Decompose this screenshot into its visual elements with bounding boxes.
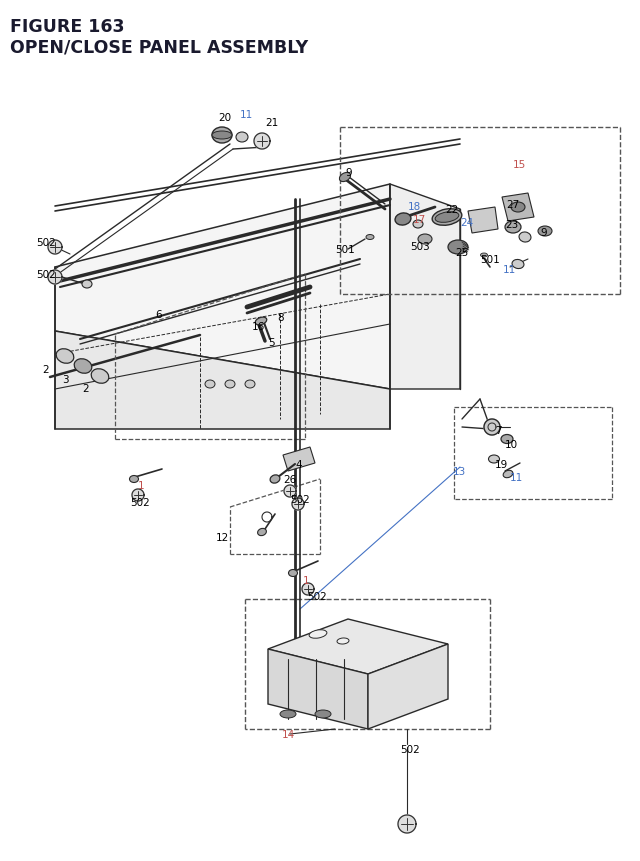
Ellipse shape bbox=[488, 455, 499, 463]
Text: 9: 9 bbox=[540, 228, 547, 238]
Text: 7: 7 bbox=[495, 425, 502, 436]
Ellipse shape bbox=[245, 381, 255, 388]
Polygon shape bbox=[55, 185, 390, 389]
Ellipse shape bbox=[519, 232, 531, 243]
Text: 13: 13 bbox=[453, 467, 467, 476]
Polygon shape bbox=[398, 815, 416, 833]
Ellipse shape bbox=[418, 235, 432, 245]
Ellipse shape bbox=[413, 220, 423, 229]
Ellipse shape bbox=[315, 710, 331, 718]
Text: 501: 501 bbox=[335, 245, 355, 255]
Ellipse shape bbox=[395, 214, 411, 226]
Ellipse shape bbox=[435, 213, 459, 223]
Text: 12: 12 bbox=[216, 532, 229, 542]
Text: 8: 8 bbox=[277, 313, 284, 323]
Ellipse shape bbox=[501, 435, 513, 444]
Text: 502: 502 bbox=[290, 494, 310, 505]
Text: 18: 18 bbox=[408, 201, 421, 212]
Text: 502: 502 bbox=[130, 498, 150, 507]
Text: 502: 502 bbox=[400, 744, 420, 754]
Polygon shape bbox=[368, 644, 448, 729]
Polygon shape bbox=[132, 489, 144, 501]
Ellipse shape bbox=[538, 226, 552, 237]
Text: 502: 502 bbox=[36, 238, 56, 248]
Text: 11: 11 bbox=[510, 473, 524, 482]
Text: 11: 11 bbox=[503, 264, 516, 275]
Ellipse shape bbox=[82, 281, 92, 288]
Ellipse shape bbox=[225, 381, 235, 388]
Polygon shape bbox=[55, 331, 390, 430]
Text: 25: 25 bbox=[455, 248, 468, 257]
Ellipse shape bbox=[212, 132, 232, 139]
Polygon shape bbox=[268, 649, 368, 729]
Text: 14: 14 bbox=[282, 729, 295, 739]
Polygon shape bbox=[302, 583, 314, 595]
Text: 24: 24 bbox=[460, 218, 473, 228]
Text: 1: 1 bbox=[303, 575, 310, 585]
Text: 501: 501 bbox=[480, 255, 500, 264]
Text: 26: 26 bbox=[283, 474, 296, 485]
Ellipse shape bbox=[129, 476, 138, 483]
Text: OPEN/CLOSE PANEL ASSEMBLY: OPEN/CLOSE PANEL ASSEMBLY bbox=[10, 38, 308, 56]
Text: 17: 17 bbox=[413, 214, 426, 225]
Text: 2: 2 bbox=[82, 383, 88, 393]
Polygon shape bbox=[284, 486, 296, 498]
Ellipse shape bbox=[92, 369, 109, 384]
Text: FIGURE 163: FIGURE 163 bbox=[10, 18, 125, 36]
Ellipse shape bbox=[512, 260, 524, 269]
Polygon shape bbox=[390, 185, 460, 389]
Polygon shape bbox=[254, 133, 270, 150]
Text: 502: 502 bbox=[307, 592, 327, 601]
Polygon shape bbox=[283, 448, 315, 472]
Ellipse shape bbox=[258, 529, 266, 536]
Text: 11: 11 bbox=[240, 110, 253, 120]
Text: 6: 6 bbox=[155, 310, 162, 319]
Ellipse shape bbox=[74, 359, 92, 374]
Polygon shape bbox=[468, 208, 498, 233]
Ellipse shape bbox=[236, 133, 248, 143]
Ellipse shape bbox=[255, 318, 267, 325]
Text: 27: 27 bbox=[506, 200, 519, 210]
Ellipse shape bbox=[280, 710, 296, 718]
Text: 10: 10 bbox=[505, 439, 518, 449]
Text: 16: 16 bbox=[252, 322, 265, 331]
Text: 503: 503 bbox=[410, 242, 429, 251]
Polygon shape bbox=[502, 194, 534, 222]
Ellipse shape bbox=[505, 222, 521, 233]
Ellipse shape bbox=[337, 638, 349, 644]
Text: 21: 21 bbox=[265, 118, 278, 127]
Text: 1: 1 bbox=[138, 480, 145, 491]
Text: 4: 4 bbox=[295, 460, 301, 469]
Text: 20: 20 bbox=[218, 113, 231, 123]
Ellipse shape bbox=[212, 127, 232, 144]
Polygon shape bbox=[292, 499, 304, 511]
Text: 3: 3 bbox=[62, 375, 68, 385]
Ellipse shape bbox=[481, 254, 488, 257]
Ellipse shape bbox=[339, 173, 351, 183]
Text: 502: 502 bbox=[36, 269, 56, 280]
Polygon shape bbox=[48, 241, 62, 255]
Ellipse shape bbox=[205, 381, 215, 388]
Ellipse shape bbox=[270, 475, 280, 484]
Ellipse shape bbox=[503, 471, 513, 478]
Ellipse shape bbox=[511, 202, 525, 213]
Ellipse shape bbox=[289, 570, 298, 577]
Text: 5: 5 bbox=[268, 338, 275, 348]
Text: 19: 19 bbox=[495, 460, 508, 469]
Text: 23: 23 bbox=[505, 220, 518, 230]
Text: 2: 2 bbox=[42, 364, 49, 375]
Ellipse shape bbox=[309, 630, 327, 639]
Ellipse shape bbox=[366, 235, 374, 240]
Ellipse shape bbox=[56, 350, 74, 364]
Polygon shape bbox=[268, 619, 448, 674]
Ellipse shape bbox=[432, 209, 462, 226]
Ellipse shape bbox=[448, 241, 468, 255]
Text: 9: 9 bbox=[345, 168, 351, 177]
Text: 15: 15 bbox=[513, 160, 526, 170]
Polygon shape bbox=[48, 270, 62, 285]
Polygon shape bbox=[484, 419, 500, 436]
Text: 22: 22 bbox=[445, 205, 458, 214]
